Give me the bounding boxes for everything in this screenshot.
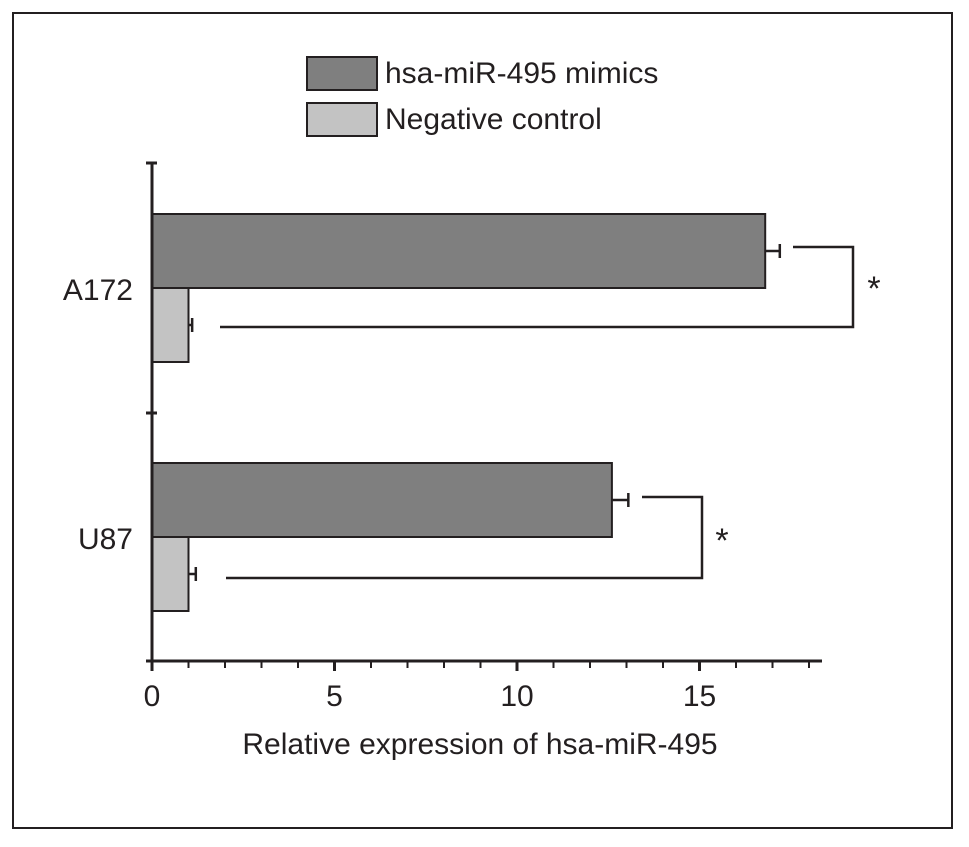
bar (151, 287, 190, 363)
x-axis-title: Relative expression of hsa-miR-495 (242, 728, 717, 761)
bar (151, 536, 190, 612)
significance-marker: * (867, 270, 880, 308)
figure-frame (12, 12, 953, 829)
y-tick-label: A172 (63, 274, 133, 307)
bar (151, 462, 613, 538)
significance-bracket (226, 495, 704, 580)
x-tick-label: 0 (144, 680, 161, 713)
legend-label: Negative control (385, 103, 602, 136)
bar (151, 213, 767, 289)
legend-swatch (306, 102, 378, 137)
significance-marker: * (715, 522, 728, 560)
x-tick-label: 10 (500, 680, 533, 713)
legend: hsa-miR-495 mimics Negative control (306, 56, 658, 137)
significance-annotations: ** (220, 245, 881, 580)
bars (151, 213, 782, 612)
significance-bracket (220, 245, 855, 329)
x-tick-label: 5 (326, 680, 343, 713)
legend-label: hsa-miR-495 mimics (385, 57, 658, 90)
axes: A172 U87 0 5 10 15 Relative expression of hsa-… (63, 161, 822, 761)
legend-swatch (306, 56, 378, 91)
y-tick-label: U87 (78, 523, 133, 556)
x-tick-label: 15 (683, 680, 716, 713)
